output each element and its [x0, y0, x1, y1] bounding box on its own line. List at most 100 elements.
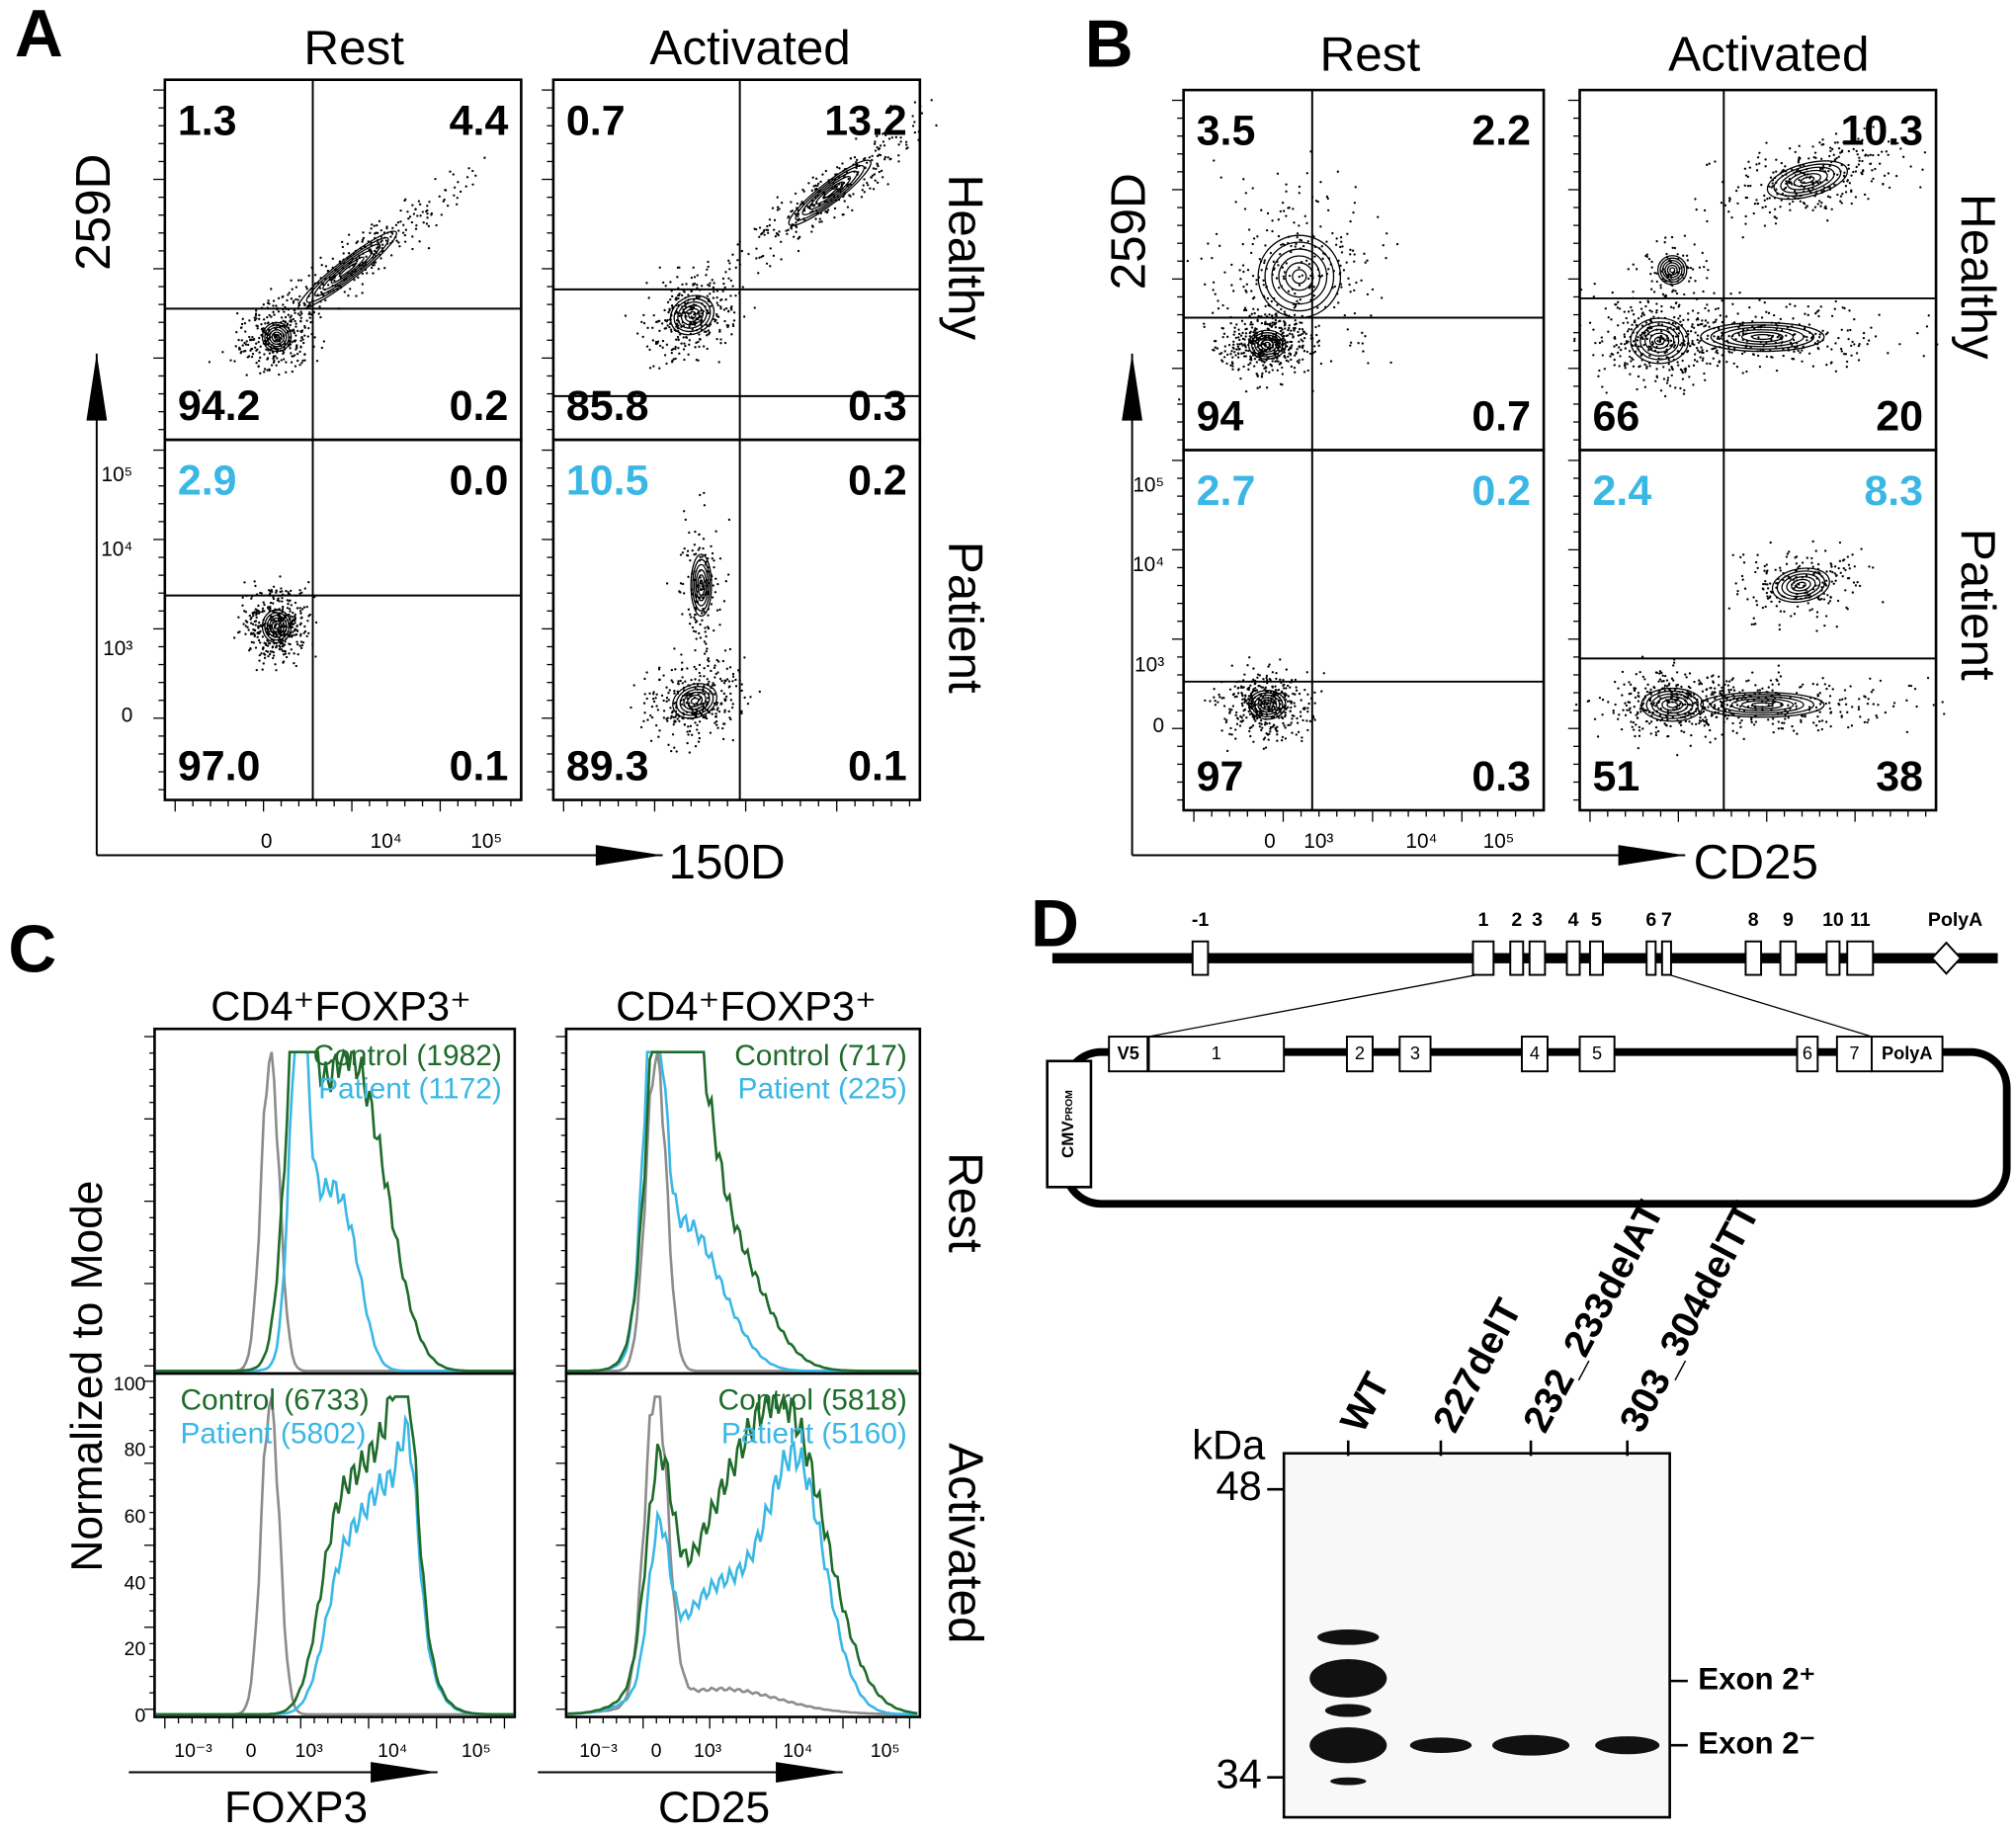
event-dot [715, 659, 717, 661]
event-dot [1296, 733, 1298, 735]
event-dot [1674, 322, 1676, 324]
event-dot [1874, 168, 1876, 170]
event-dot [833, 216, 835, 218]
event-dot [1299, 276, 1301, 278]
event-dot [1601, 340, 1603, 342]
event-dot [275, 304, 277, 306]
event-dot [318, 305, 320, 307]
event-dot [1830, 348, 1832, 350]
event-dot [787, 216, 789, 218]
event-dot [1263, 738, 1265, 740]
event-dot [299, 633, 301, 635]
event-dot [283, 358, 285, 360]
event-dot [1213, 696, 1215, 698]
event-dot [279, 648, 281, 650]
event-dot [304, 630, 306, 632]
event-dot [658, 679, 660, 681]
event-dot [673, 693, 675, 695]
event-dot [1680, 686, 1682, 688]
event-dot [1652, 315, 1654, 317]
event-dot [680, 582, 682, 584]
event-dot [1298, 334, 1300, 336]
event-dot [320, 292, 322, 293]
event-dot [1247, 269, 1249, 271]
event-dot [281, 600, 283, 602]
event-dot [656, 320, 658, 322]
event-dot [273, 333, 275, 335]
event-dot [251, 356, 253, 358]
event-dot [1677, 317, 1679, 319]
event-dot [1264, 313, 1266, 315]
event-dot [707, 284, 709, 286]
event-dot [296, 625, 298, 626]
event-dot [439, 196, 441, 198]
event-dot [770, 247, 772, 249]
event-dot [307, 335, 309, 337]
event-dot [1245, 346, 1247, 348]
event-dot [1302, 359, 1303, 361]
event-dot [1666, 381, 1668, 383]
event-dot [1678, 332, 1680, 334]
event-dot [683, 348, 685, 350]
event-dot [759, 691, 761, 693]
event-dot [1360, 280, 1362, 282]
event-dot [1244, 695, 1246, 697]
event-dot [694, 346, 696, 348]
event-dot [687, 354, 689, 356]
event-dot [1352, 211, 1354, 213]
event-dot [1828, 155, 1830, 157]
event-dot [273, 654, 275, 656]
event-dot [262, 635, 264, 637]
event-dot [704, 331, 706, 333]
event-dot [743, 697, 745, 699]
event-dot [1713, 358, 1715, 360]
event-dot [1847, 164, 1849, 166]
event-dot [1592, 328, 1594, 330]
event-dot [1217, 299, 1218, 301]
event-dot [1249, 735, 1251, 737]
event-dot [1303, 350, 1305, 352]
event-dot [1827, 196, 1829, 198]
event-dot [1633, 313, 1635, 315]
event-dot [1302, 719, 1303, 721]
event-dot [1727, 335, 1729, 337]
event-dot [733, 319, 735, 321]
event-dot [1226, 750, 1228, 752]
event-dot [724, 287, 726, 289]
event-dot [1631, 324, 1633, 326]
event-dot [1261, 335, 1263, 337]
event-dot [1234, 685, 1236, 687]
event-dot [652, 339, 654, 341]
event-dot [1241, 352, 1243, 354]
event-dot [693, 617, 695, 619]
event-dot [1818, 336, 1820, 338]
event-dot [1279, 679, 1281, 681]
event-dot [1684, 371, 1686, 373]
event-dot [264, 657, 266, 659]
event-dot [1287, 707, 1289, 709]
event-dot [646, 698, 648, 700]
event-dot [1795, 151, 1797, 153]
event-dot [657, 736, 659, 738]
event-dot [1242, 264, 1244, 266]
event-dot [715, 338, 717, 340]
event-dot [666, 324, 668, 326]
event-dot [655, 724, 657, 726]
event-dot [1779, 206, 1781, 208]
event-dot [1222, 327, 1224, 329]
event-dot [720, 690, 722, 692]
event-dot [1736, 203, 1738, 205]
event-dot [1786, 305, 1788, 307]
event-dot [248, 336, 250, 338]
event-dot [278, 644, 280, 646]
event-dot [1282, 373, 1284, 375]
event-dot [683, 342, 685, 344]
event-dot [1697, 324, 1699, 326]
event-dot [790, 201, 792, 203]
event-dot [667, 301, 669, 303]
event-dot [1607, 701, 1609, 703]
event-dot [1263, 262, 1265, 264]
event-dot [666, 701, 668, 703]
event-dot [290, 324, 292, 326]
column-header: Rest [1320, 28, 1421, 82]
